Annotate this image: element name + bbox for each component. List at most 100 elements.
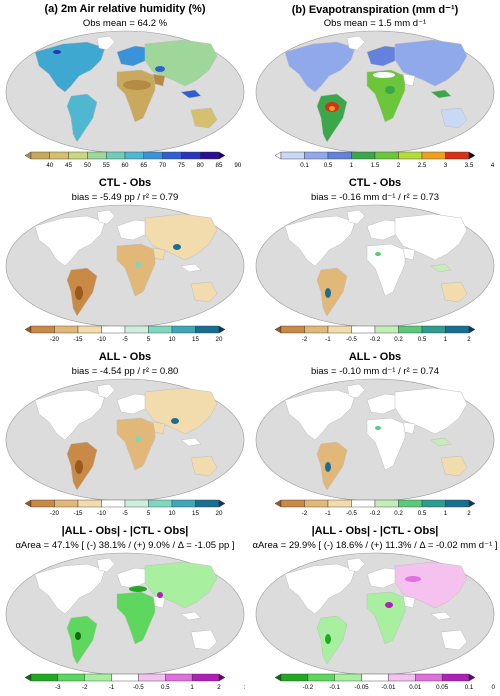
colorbar-tick-label: 60 (122, 162, 129, 169)
colorbar-bin (351, 325, 376, 334)
anomaly-patch (375, 252, 381, 256)
colorbar-tick-label: -15 (74, 336, 84, 343)
land-region-sea (430, 437, 452, 447)
map-panel: |ALL - Obs| - |CTL - Obs| αArea = 29.9% [… (250, 522, 500, 696)
panel-title: CTL - Obs (348, 177, 402, 189)
colorbar-extend-high (218, 325, 226, 334)
colorbar-extend-high (468, 151, 476, 160)
panel-title: (a) 2m Air relative humidity (%) (44, 3, 206, 15)
colorbar-extend-low (24, 151, 32, 160)
colorbar-tick-label: 1.5 (371, 162, 380, 169)
colorbar-extend-low (24, 673, 32, 682)
land-region-na (34, 389, 106, 441)
panel-stat: bias = -5.49 pp / r² = 0.79 (71, 192, 179, 203)
colorbar-tick-label: 3 (444, 162, 448, 169)
colorbar-tick-label: 5 (147, 336, 151, 343)
land-region-gl (96, 383, 116, 399)
colorbar-bin (304, 499, 329, 508)
land-region-as (394, 213, 468, 261)
anomaly-patch (325, 462, 331, 472)
colorbar-bin (171, 499, 196, 508)
anomaly-patch (373, 72, 395, 78)
colorbar-extend-low (274, 325, 282, 334)
colorbar-tick-label: 2.5 (418, 162, 427, 169)
colorbar-tick-label: -1 (109, 684, 115, 691)
land-region-af (366, 591, 406, 645)
colorbar-tick-label: 1 (190, 684, 194, 691)
colorbar-tick-label: -20 (50, 510, 60, 517)
land-region-sea (430, 611, 452, 621)
colorbar-tick-label: 4 (491, 162, 495, 169)
world-map (5, 30, 245, 154)
land-region-as (394, 39, 468, 87)
colorbar-bin (49, 151, 69, 160)
anomaly-patch (75, 632, 81, 640)
colorbar-tick-label: 10 (169, 510, 176, 517)
land-region-na (34, 563, 106, 615)
colorbar-tick-label: 5 (147, 510, 151, 517)
land-region-sa (66, 93, 98, 143)
colorbar-tick-label: 0.2 (492, 684, 495, 691)
colorbar-extend-high (468, 325, 476, 334)
colorbar: 40 45 50 55 60 65 70 75 80 85 90 (24, 151, 242, 169)
colorbar-tick-label: 0.2 (394, 336, 403, 343)
colorbar-tick-label: 0.5 (324, 162, 333, 169)
colorbar-bin (84, 673, 112, 682)
colorbar: 0.1 0.5 1 1.5 2 2.5 3 3.5 4 (274, 151, 495, 169)
land-region-ar (152, 421, 166, 435)
anomaly-patch (53, 50, 61, 54)
colorbar-tick-label: -2 (82, 684, 88, 691)
colorbar-bin (87, 151, 107, 160)
panel-title: CTL - Obs (98, 177, 152, 189)
colorbar-tick-label: 75 (178, 162, 185, 169)
land-region-au (440, 629, 468, 651)
land-region-af (366, 243, 406, 297)
panel-title: |ALL - Obs| - |CTL - Obs| (311, 525, 439, 537)
land-region-as (394, 561, 468, 609)
colorbar-bin (143, 151, 163, 160)
colorbar-tick-label: 2 (467, 510, 471, 517)
colorbar-tick-label: -0.2 (303, 684, 314, 691)
colorbar-extend-high (468, 499, 476, 508)
colorbar-extend-high (468, 673, 476, 682)
colorbar-tick-label: 2 (397, 162, 401, 169)
land-region-sea (430, 263, 452, 273)
colorbar-tick-label: -0.5 (133, 684, 144, 691)
map-panel: |ALL - Obs| - |CTL - Obs| αArea = 47.1% [… (0, 522, 250, 696)
land-region-na (284, 41, 356, 93)
panel-title: ALL - Obs (348, 351, 402, 363)
colorbar-tick-label: -10 (97, 510, 107, 517)
colorbar-bin (374, 151, 399, 160)
colorbar-tick-label: 2 (217, 684, 221, 691)
land-region-au (190, 281, 218, 303)
land-region-au (440, 281, 468, 303)
land-region-sea (180, 611, 202, 621)
anomaly-patch (135, 436, 141, 442)
anomaly-patch (385, 86, 395, 94)
colorbar-tick-label: -2 (302, 510, 308, 517)
colorbar-bin (280, 499, 305, 508)
colorbar-bin (421, 325, 446, 334)
panel-stat: Obs mean = 1.5 mm d⁻¹ (323, 18, 427, 29)
colorbar-bin (124, 499, 149, 508)
colorbar-tick-label: 0.5 (161, 684, 170, 691)
land-region-sa (316, 441, 348, 491)
colorbar-tick-label: -0.5 (346, 336, 357, 343)
anomaly-patch (325, 634, 331, 644)
colorbar-bin (280, 325, 305, 334)
colorbar-tick-label: 3.5 (465, 162, 474, 169)
colorbar-bin (398, 325, 423, 334)
map-panel: ALL - Obs bias = -0.10 mm d⁻¹ / r² = 0.74… (250, 348, 500, 522)
colorbar-bin (351, 499, 376, 508)
land-region-au (190, 629, 218, 651)
colorbar-tick-label: 0.2 (394, 510, 403, 517)
colorbar-tick-label: 90 (234, 162, 241, 169)
colorbar-tick-label: -1 (325, 510, 331, 517)
colorbar-bin (351, 151, 376, 160)
map-panel: (a) 2m Air relative humidity (%) Obs mean… (0, 0, 250, 174)
land-region-na (284, 389, 356, 441)
colorbar-bin (30, 325, 55, 334)
colorbar-tick-label: -0.01 (381, 684, 396, 691)
colorbar-tick-label: 85 (216, 162, 223, 169)
land-region-ar (402, 421, 416, 435)
